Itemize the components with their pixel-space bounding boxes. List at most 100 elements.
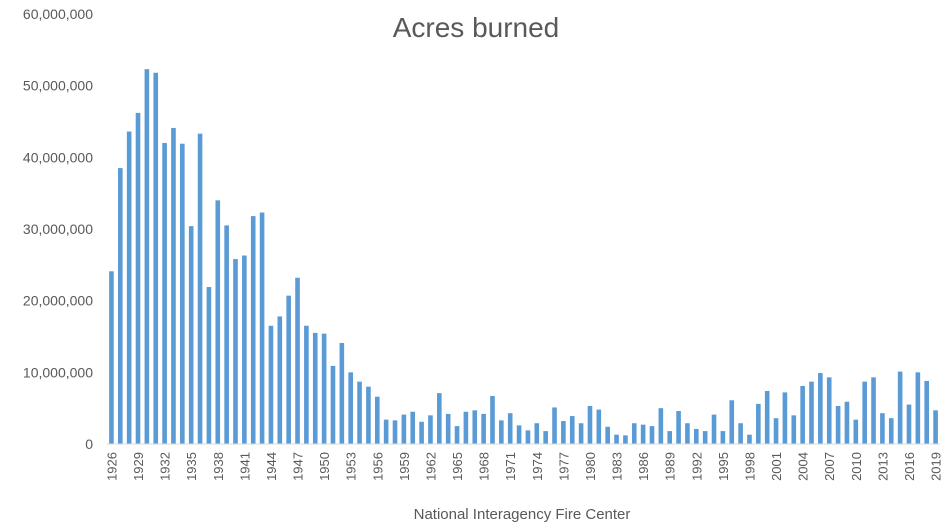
x-tick-label: 1944 bbox=[264, 452, 279, 481]
bar-2015 bbox=[897, 371, 903, 444]
x-tick-label: 1962 bbox=[423, 452, 438, 481]
x-tick-label: 1989 bbox=[663, 452, 678, 481]
bar-1943 bbox=[259, 212, 265, 444]
x-tick-label: 1938 bbox=[211, 452, 226, 481]
bar-2013 bbox=[880, 413, 885, 444]
bar-2019 bbox=[933, 410, 938, 444]
x-tick-label: 2016 bbox=[902, 452, 917, 481]
bar-1981 bbox=[596, 409, 602, 444]
bar-1932 bbox=[162, 143, 167, 444]
x-tick-label: 1932 bbox=[158, 452, 173, 481]
bar-1951 bbox=[330, 365, 336, 444]
x-tick-label: 1947 bbox=[291, 452, 306, 481]
bar-1988 bbox=[658, 408, 664, 444]
bar-2009 bbox=[844, 401, 850, 444]
x-tick-label: 2001 bbox=[769, 452, 784, 481]
bar-2017 bbox=[915, 372, 921, 444]
bar-1959 bbox=[401, 414, 407, 444]
bar-1985 bbox=[631, 423, 637, 444]
bar-1989 bbox=[667, 431, 673, 444]
bar-1948 bbox=[304, 325, 309, 444]
y-tick-label: 40,000,000 bbox=[23, 149, 93, 165]
x-tick-label: 1971 bbox=[503, 452, 518, 481]
bar-1967 bbox=[472, 410, 478, 444]
bar-1933 bbox=[171, 127, 176, 444]
y-tick-label: 60,000,000 bbox=[23, 6, 93, 22]
bar-1975 bbox=[543, 431, 548, 444]
bar-1953 bbox=[348, 372, 353, 444]
bar-1956 bbox=[374, 396, 380, 444]
chart-title: Acres burned bbox=[393, 12, 560, 43]
bar-1978 bbox=[569, 416, 575, 444]
bar-2003 bbox=[791, 415, 797, 444]
bar-1974 bbox=[534, 423, 540, 444]
bar-2014 bbox=[888, 418, 894, 444]
bar-1983 bbox=[614, 434, 619, 444]
x-tick-label: 1956 bbox=[370, 452, 385, 481]
x-tick-label: 1965 bbox=[450, 452, 465, 481]
bar-1987 bbox=[649, 426, 655, 444]
bar-1972 bbox=[516, 425, 522, 444]
x-tick-label: 1998 bbox=[742, 452, 757, 481]
bar-1926 bbox=[109, 271, 114, 444]
x-tick-label: 1935 bbox=[184, 452, 199, 481]
bar-2001 bbox=[773, 418, 779, 444]
bar-1934 bbox=[180, 143, 185, 444]
x-tick-label: 1953 bbox=[344, 452, 359, 481]
bar-1947 bbox=[295, 277, 300, 444]
bar-1954 bbox=[357, 381, 362, 444]
y-tick-label: 30,000,000 bbox=[23, 221, 93, 237]
y-tick-label: 50,000,000 bbox=[23, 78, 93, 94]
bar-1936 bbox=[197, 133, 203, 444]
bar-1982 bbox=[605, 426, 610, 444]
bar-2007 bbox=[826, 377, 832, 444]
bar-1952 bbox=[339, 342, 345, 444]
bar-1946 bbox=[286, 295, 291, 444]
x-tick-label: 1977 bbox=[556, 452, 571, 481]
bar-2002 bbox=[782, 392, 788, 444]
bar-1935 bbox=[188, 226, 194, 444]
bar-1930 bbox=[144, 69, 150, 445]
bar-1998 bbox=[747, 434, 752, 444]
x-axis: 1926 1929 1932 1935 1938 1941 1944 1947 1950 1953… bbox=[104, 452, 943, 481]
x-tick-label: 1926 bbox=[104, 452, 119, 481]
bar-2016 bbox=[906, 404, 912, 444]
x-tick-label: 1995 bbox=[716, 452, 731, 481]
x-tick-label: 1992 bbox=[689, 452, 704, 481]
bar-1937 bbox=[206, 287, 212, 444]
bar-1970 bbox=[499, 420, 504, 444]
bar-1929 bbox=[135, 112, 141, 445]
bar-1931 bbox=[153, 72, 159, 445]
bar-1949 bbox=[312, 332, 318, 444]
bar-1977 bbox=[561, 421, 566, 444]
y-tick-label: 0 bbox=[85, 436, 93, 452]
bar-2012 bbox=[871, 377, 876, 444]
bar-1999 bbox=[756, 403, 761, 444]
bar-1961 bbox=[419, 421, 424, 444]
bar-1942 bbox=[250, 216, 256, 444]
x-tick-label: 1986 bbox=[636, 452, 651, 481]
bar-1980 bbox=[587, 406, 593, 444]
bar-1997 bbox=[738, 423, 743, 444]
bar-1991 bbox=[685, 423, 690, 444]
bar-1964 bbox=[445, 413, 451, 444]
x-tick-label: 2004 bbox=[796, 452, 811, 481]
x-tick-label: 1929 bbox=[131, 452, 146, 481]
bar-1928 bbox=[126, 131, 132, 444]
bar-1958 bbox=[392, 420, 398, 444]
bar-1939 bbox=[224, 225, 229, 444]
bar-2011 bbox=[862, 381, 867, 444]
bar-1973 bbox=[525, 430, 531, 444]
bar-1940 bbox=[233, 259, 238, 444]
x-tick-label: 1974 bbox=[530, 452, 545, 481]
x-tick-label: 1959 bbox=[397, 452, 412, 481]
bar-1993 bbox=[702, 431, 708, 444]
bar-1984 bbox=[623, 435, 628, 444]
x-tick-label: 2013 bbox=[875, 452, 890, 481]
bar-1938 bbox=[215, 200, 221, 444]
bar-1941 bbox=[242, 255, 247, 444]
bar-1992 bbox=[694, 428, 699, 444]
bar-1969 bbox=[490, 395, 495, 444]
x-tick-label: 1968 bbox=[477, 452, 492, 481]
